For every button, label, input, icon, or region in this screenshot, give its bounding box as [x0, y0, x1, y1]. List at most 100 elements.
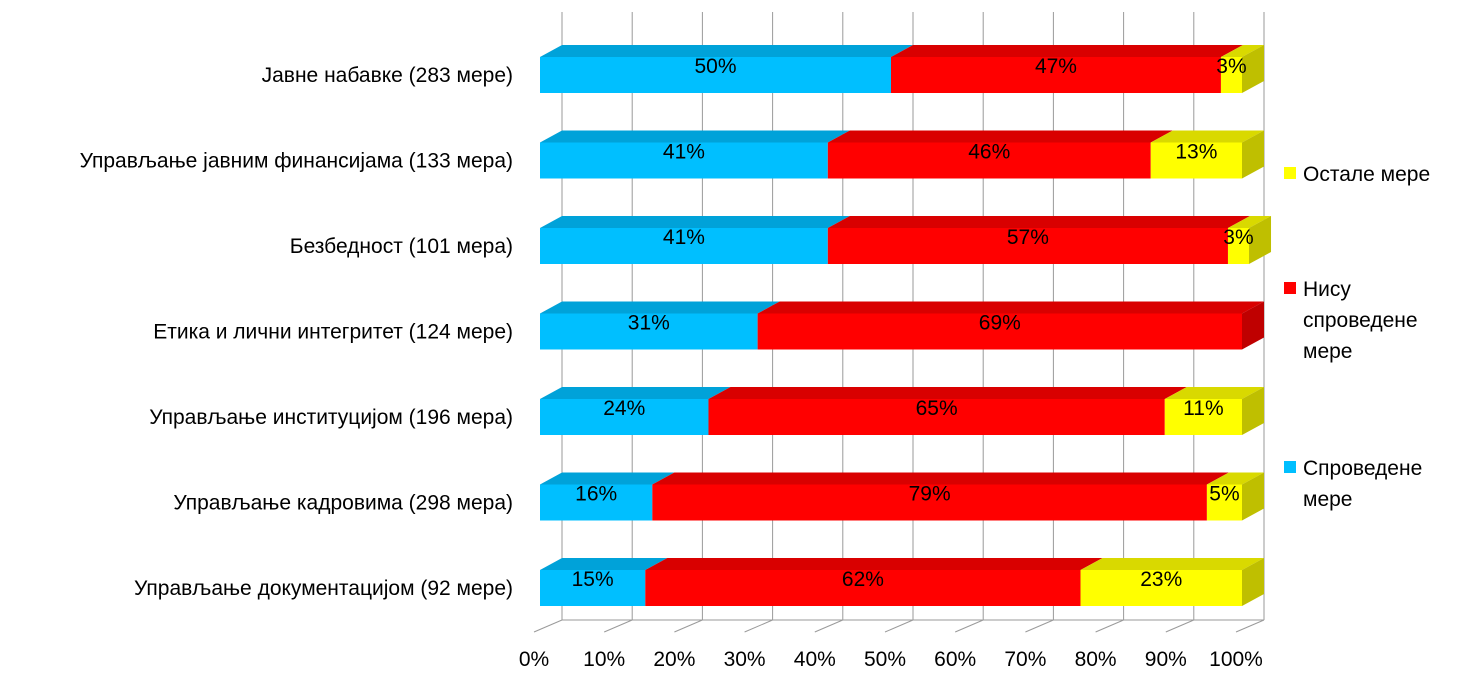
bar-segment-top [1206, 472, 1264, 485]
bar-segment-top [645, 558, 1103, 570]
bar-data-label: 46% [968, 141, 1010, 164]
bar-data-label: 3% [1216, 55, 1246, 78]
legend-swatch [1284, 167, 1296, 179]
bar-segment: 24% [540, 387, 731, 435]
bar-data-label: 62% [842, 568, 884, 591]
bar-segment-side [1242, 387, 1264, 435]
bar-segment-front [1206, 484, 1242, 521]
x-tick-label: 0% [519, 648, 549, 671]
bar-segment: 69% [757, 301, 1264, 350]
bar-segment-top [540, 558, 668, 570]
bar-segment-front [645, 570, 1081, 606]
bar-data-label: 23% [1140, 568, 1182, 591]
legend-item: Остале мере [1284, 163, 1430, 186]
category-labels: Јавне набавке (283 мере) Управљање јавним… [80, 64, 513, 600]
bar-segment-front [540, 142, 828, 179]
gridline-floor [955, 619, 984, 633]
bar-segment-front [757, 313, 1242, 350]
bar-segment-top [891, 45, 1243, 57]
x-tick-label: 30% [724, 648, 766, 671]
gridline-floor [1095, 619, 1124, 633]
bar-segment-top [1220, 45, 1264, 57]
category-label: Управљање јавним финансијама (133 мера) [80, 150, 513, 173]
bar-segment-front [1164, 399, 1242, 435]
bar-segment-front [540, 399, 709, 435]
bar-segment: 13% [1150, 130, 1264, 179]
bar-segment-side [1249, 216, 1272, 264]
bar-segment-front [540, 228, 828, 264]
legend-label: Спроведене [1303, 457, 1422, 480]
gridline-floor [604, 619, 633, 633]
category-label: Безбедност (101 мера) [290, 235, 513, 258]
bar-segment: 62% [645, 558, 1103, 606]
bar-segment-side [1242, 130, 1264, 179]
bar-segment-front [1150, 142, 1242, 179]
bar-segment: 57% [827, 216, 1250, 264]
gridline-floor [1165, 619, 1194, 633]
x-axis-tick-labels: 0% 10% 20% 30% 40% 50% 60% 70% 80% 90% 100% [519, 648, 1263, 671]
bar-segment: 46% [827, 130, 1173, 179]
bar-segment-front [652, 484, 1207, 521]
bar-segment-top [540, 45, 913, 57]
bar-data-label: 24% [603, 397, 645, 420]
bar-segment: 31% [540, 301, 780, 350]
legend-item: Нису спроведене мере [1284, 278, 1418, 363]
bar-data-label: 41% [663, 141, 705, 164]
bar-segment-top [540, 387, 731, 399]
bar-data-label: 31% [628, 312, 670, 335]
bar-segment-top [827, 130, 1173, 143]
bar-segment: 23% [1080, 558, 1264, 606]
legend-item: Спроведене мере [1284, 457, 1422, 511]
bar-segment-top [540, 216, 850, 228]
bar-segment-front [1080, 570, 1242, 606]
bar-segment: 3% [1223, 216, 1272, 264]
bar-data-label: 5% [1209, 483, 1239, 506]
bar-segment-top [827, 216, 1250, 228]
bar-data-label: 50% [694, 55, 736, 78]
legend-swatch [1284, 282, 1296, 294]
category-label: Управљање кадровима (298 мера) [173, 492, 513, 515]
bar-data-label: 47% [1035, 55, 1077, 78]
bar-segment-side [1242, 301, 1264, 350]
bar-segment: 65% [708, 387, 1187, 435]
bar-segment: 41% [540, 130, 850, 179]
bar-segment-top [1150, 130, 1264, 143]
bar-segment-top [708, 387, 1187, 399]
legend-label: Остале мере [1303, 163, 1430, 186]
x-tick-label: 100% [1209, 648, 1263, 671]
bar-segment-front [540, 313, 758, 350]
bar-segment-top [1227, 216, 1272, 228]
x-tick-label: 70% [1004, 648, 1046, 671]
bar-segment-top [540, 130, 850, 143]
gridline-floor [814, 619, 843, 633]
x-tick-label: 10% [583, 648, 625, 671]
bar-segment-top [540, 472, 675, 485]
x-tick-label: 40% [794, 648, 836, 671]
bar-data-label: 69% [979, 312, 1021, 335]
category-label: Етика и лични интегритет (124 мере) [153, 321, 513, 344]
x-tick-label: 50% [864, 648, 906, 671]
bar-segment-side [1242, 472, 1264, 521]
bar-segment: 79% [652, 472, 1229, 521]
legend-label: Нису [1303, 278, 1351, 301]
legend-label: мере [1303, 340, 1352, 363]
legend-label: мере [1303, 488, 1352, 511]
gridline-floor [674, 619, 703, 633]
bar-segment-front [540, 57, 891, 93]
category-label: Управљање документацијом (92 мере) [134, 577, 513, 600]
gridline-floor [744, 619, 773, 633]
bar-segment-side [1242, 558, 1264, 606]
bar-segment-top [1164, 387, 1264, 399]
gridline-floor [533, 619, 563, 633]
bar-segment-top [652, 472, 1229, 485]
bar-data-label: 57% [1007, 226, 1049, 249]
bar-segment-front [540, 570, 646, 606]
bar-segment-front [827, 228, 1228, 264]
x-tick-label: 80% [1075, 648, 1117, 671]
bar-segment: 5% [1206, 472, 1264, 521]
bar-segment-front [891, 57, 1221, 93]
bar-segment: 15% [540, 558, 668, 606]
bar-segment: 11% [1164, 387, 1264, 435]
bars-layer: 50% 47% 3% 41% 46% 13% 41% 57% 3% 31% 69% 24% 65% 11%… [540, 45, 1272, 606]
